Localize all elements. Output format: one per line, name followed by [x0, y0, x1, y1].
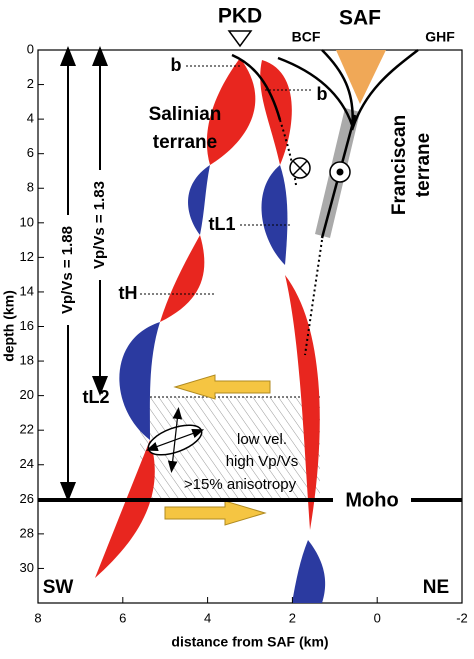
y-tick-label: 0 [27, 41, 34, 56]
x-tick-label: 4 [204, 610, 211, 625]
label-bg [58, 215, 78, 325]
zone-label: high Vp/Vs [226, 453, 299, 470]
fault [277, 56, 354, 126]
blue-lobe [188, 165, 210, 235]
blue-lobe [119, 322, 160, 440]
out-of-page-dot [336, 168, 344, 176]
slow-axis [167, 407, 183, 473]
salinian-label: terrane [153, 132, 217, 153]
red-lobe [160, 235, 205, 322]
x-tick-label: 6 [119, 610, 126, 625]
leaders [140, 65, 312, 295]
fault-dotted [279, 119, 297, 186]
x-tick-label: 0 [374, 610, 381, 625]
vp188-label: Vp/Vs = 1.88 [59, 226, 76, 314]
tl2-label: tL2 [83, 387, 110, 407]
fault-dotted [304, 239, 323, 356]
ne-label: NE [423, 577, 449, 598]
moho-label-bg [333, 488, 411, 512]
red-lobe [285, 275, 320, 530]
slip-arrow-right [164, 500, 267, 526]
th-label: tH [119, 283, 138, 303]
franciscan-label: Franciscan [389, 115, 410, 215]
y-tick-label: 30 [20, 560, 34, 575]
pkd-label: PKD [218, 5, 262, 28]
y-tick-label: 12 [20, 249, 34, 264]
sw-label: SW [43, 577, 74, 598]
ghf-label: GHF [425, 29, 455, 45]
x-tick-label: 2 [289, 610, 296, 625]
station-marker [227, 30, 253, 48]
red-lobe [95, 440, 155, 578]
y-tick-label: 4 [27, 111, 34, 126]
fault [231, 53, 282, 121]
red-lobe [206, 58, 256, 165]
label-bg [90, 170, 110, 280]
y-tick-label: 10 [20, 214, 34, 229]
tl1-label: tL1 [209, 214, 236, 234]
left-trace [95, 58, 256, 578]
y-tick-label: 18 [20, 353, 34, 368]
b-label: b [171, 55, 182, 75]
x-tick-label: 8 [34, 610, 41, 625]
red-lobe [260, 60, 292, 165]
fault [350, 49, 419, 131]
zone-label: low vel. [237, 431, 287, 448]
y-axis-label: depth (km) [1, 290, 17, 362]
right-trace [260, 60, 326, 603]
x-tick-label: -2 [456, 610, 468, 625]
x-axis-label: distance from SAF (km) [171, 634, 328, 650]
y-tick-label: 8 [27, 180, 34, 195]
moho-label: Moho [345, 489, 398, 511]
franciscan-label: terrane [413, 133, 434, 197]
into-page-cross [292, 160, 308, 176]
y-tick-label: 24 [20, 456, 34, 471]
y-tick-label: 22 [20, 422, 34, 437]
blue-lobe [292, 540, 326, 603]
faults [231, 49, 419, 356]
bcf-label: BCF [292, 29, 321, 45]
y-tick-label: 28 [20, 525, 34, 540]
slip-arrow-left [173, 374, 271, 400]
y-tick-label: 6 [27, 145, 34, 160]
slip-symbols [289, 157, 351, 183]
vp183-label: Vp/Vs = 1.83 [91, 181, 108, 269]
y-tick-label: 2 [27, 76, 34, 91]
salinian-label: Salinian [149, 104, 222, 125]
y-tick-label: 20 [20, 387, 34, 402]
blue-lobe [261, 165, 288, 265]
b-label: b [317, 84, 328, 104]
y-tick-label: 26 [20, 491, 34, 506]
saf-label: SAF [339, 7, 381, 30]
zone-label: >15% anisotropy [184, 476, 297, 493]
y-tick-label: 16 [20, 318, 34, 333]
y-tick-label: 14 [20, 283, 34, 298]
saf-wedge [336, 50, 386, 104]
